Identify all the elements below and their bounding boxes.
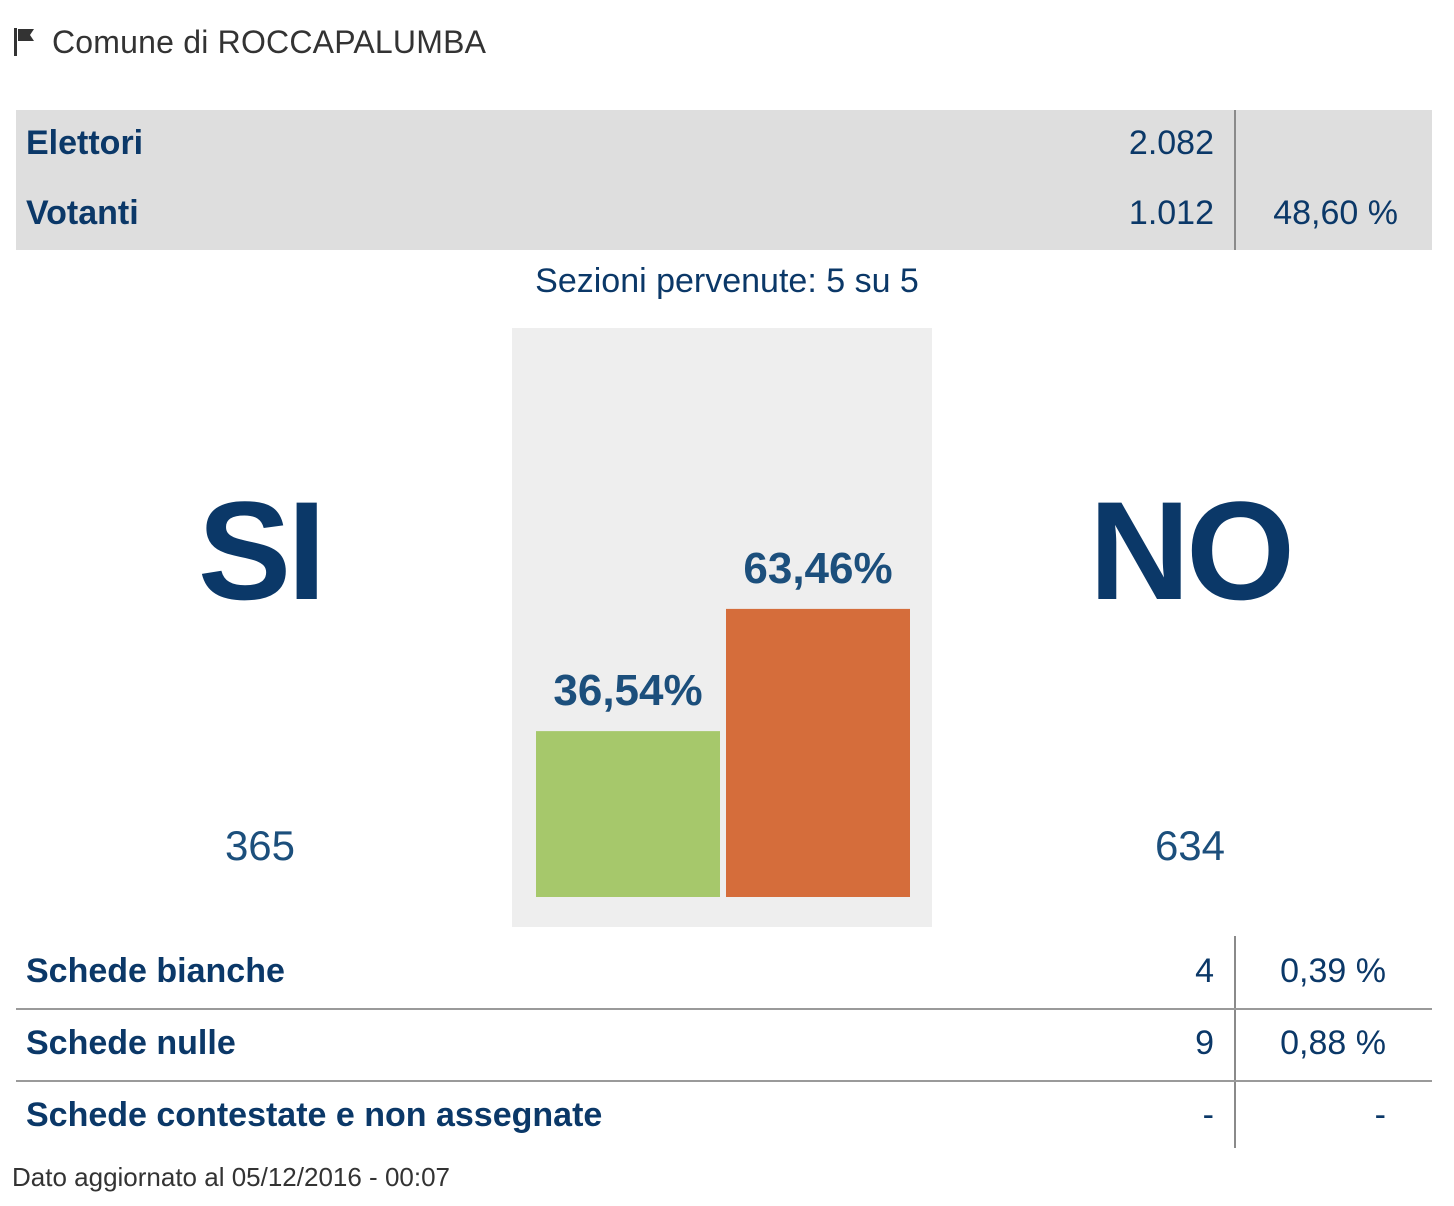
answer-si-count: 365 [224, 822, 296, 869]
details-row-bianche: Schede bianche 4 0,39 % [16, 936, 1432, 1010]
turnout-value: 2.082 [1128, 124, 1214, 162]
details-value: 9 [1195, 1024, 1214, 1062]
turnout-percent: 48,60 % [1273, 194, 1398, 232]
details-value: - [1202, 1096, 1214, 1134]
bar-si [536, 731, 720, 897]
sections-reported: Sezioni pervenute: 5 su 5 [535, 262, 919, 300]
details-row-contestate: Schede contestate e non assegnate - - [16, 1080, 1432, 1152]
ballot-details-table: Schede bianche 4 0,39 % Schede nulle 9 0… [16, 936, 1432, 1148]
answer-no-count: 634 [1154, 822, 1226, 869]
column-divider [1234, 110, 1236, 250]
page-title: Comune di ROCCAPALUMBA [52, 23, 487, 60]
turnout-row-elettori: Elettori 2.082 [16, 110, 1432, 180]
answer-no-label: NO [1089, 472, 1295, 629]
bar-no [726, 608, 910, 897]
bar-label-no: 63,46% [743, 544, 892, 593]
flag-icon [12, 26, 42, 58]
details-label: Schede bianche [26, 952, 285, 990]
details-percent: 0,39 % [1280, 952, 1386, 990]
page-header: Comune di ROCCAPALUMBA [12, 22, 486, 62]
results-chart: 36,54% 63,46% [512, 328, 932, 927]
details-value: 4 [1195, 952, 1214, 990]
last-updated: Dato aggiornato al 05/12/2016 - 00:07 [12, 1162, 451, 1192]
results-chart-svg: 36,54% 63,46% [536, 544, 910, 897]
details-percent: 0,88 % [1280, 1024, 1386, 1062]
column-divider [1234, 936, 1236, 1148]
details-percent: - [1374, 1096, 1386, 1134]
answer-si-label: SI [197, 472, 326, 629]
turnout-label: Votanti [26, 194, 139, 232]
turnout-value: 1.012 [1128, 194, 1214, 232]
bar-label-si: 36,54% [553, 666, 702, 715]
details-row-nulle: Schede nulle 9 0,88 % [16, 1008, 1432, 1082]
details-label: Schede nulle [26, 1024, 236, 1062]
turnout-label: Elettori [26, 124, 144, 162]
details-label: Schede contestate e non assegnate [26, 1096, 603, 1134]
turnout-row-votanti: Votanti 1.012 48,60 % [16, 180, 1432, 250]
turnout-table: Elettori 2.082 Votanti 1.012 48,60 % [16, 110, 1432, 250]
